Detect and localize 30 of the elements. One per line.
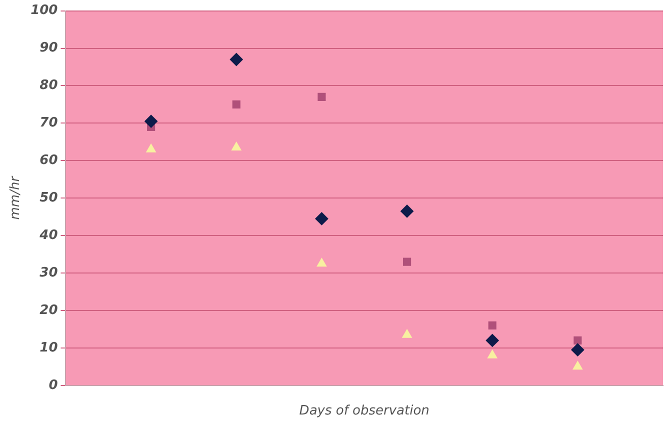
y-tick-label: 10 [40,340,58,356]
point [571,343,584,356]
point [400,204,414,218]
y-axis-title: mm/hr [8,174,24,220]
point [232,100,240,108]
point [488,350,498,358]
point [146,144,156,152]
point [144,114,158,128]
point [315,212,328,226]
y-tick-label: 30 [40,265,58,280]
y-tick-label: 60 [40,153,58,168]
y-tick-label: 100 [30,3,58,18]
y-tick-label: 70 [40,116,58,131]
y-tick-label: 20 [40,302,58,318]
point [230,53,243,66]
y-tick-label: 40 [38,228,58,243]
point [316,258,327,267]
point [318,92,326,101]
point [572,361,583,370]
point [574,336,582,344]
y-tick-label: 90 [40,40,58,56]
point [402,258,412,266]
point [232,142,242,151]
x-axis-title: Days of observation [299,404,430,419]
point [402,329,412,338]
y-tick-label: 50 [40,190,58,206]
point [486,334,499,347]
point [488,321,496,330]
y-tick-label: 80 [40,78,58,94]
y-tick-label: 0 [48,378,58,393]
